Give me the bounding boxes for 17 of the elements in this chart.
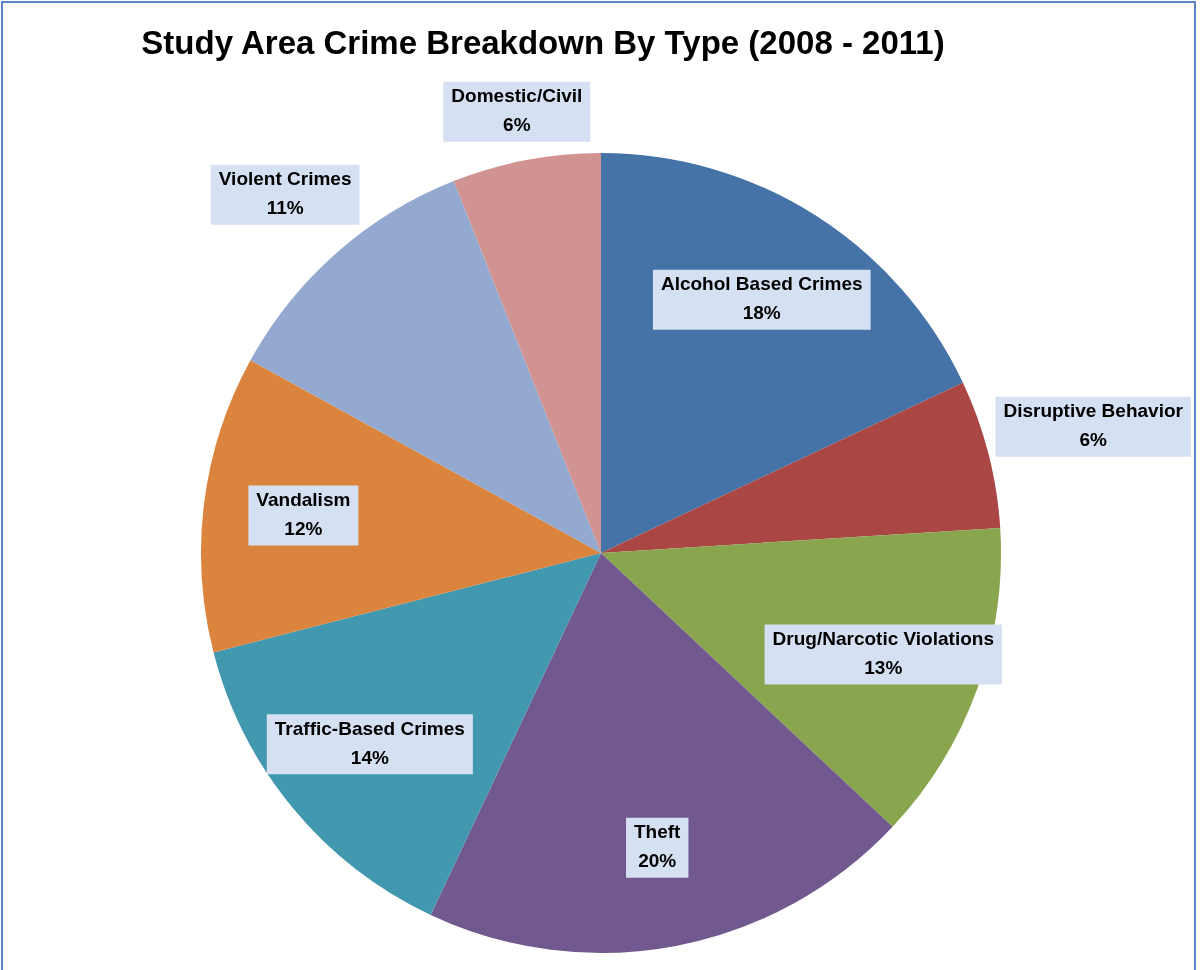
- slice-label: Alcohol Based Crimes: [660, 273, 863, 295]
- data-label: 18%: [742, 302, 781, 324]
- slice-label: Domestic/Civil: [451, 85, 583, 107]
- chart-title: Study Area Crime Breakdown By Type (2008 - 2011): [140, 24, 946, 62]
- data-label: 6%: [1079, 429, 1108, 451]
- data-label: 13%: [864, 657, 903, 679]
- slice-label: Traffic-Based Crimes: [274, 717, 465, 739]
- data-label: 6%: [503, 114, 531, 136]
- data-label: 14%: [350, 746, 389, 768]
- slice-label: Violent Crimes: [218, 168, 352, 190]
- data-label: 20%: [638, 850, 677, 872]
- slice-label: Disruptive Behavior: [1003, 400, 1184, 422]
- data-label: 11%: [266, 197, 304, 219]
- data-label: 12%: [284, 518, 323, 540]
- slice-label: Vandalism: [256, 489, 351, 511]
- slice-label: Drug/Narcotic Violations: [772, 628, 994, 650]
- slice-label: Theft: [634, 821, 682, 843]
